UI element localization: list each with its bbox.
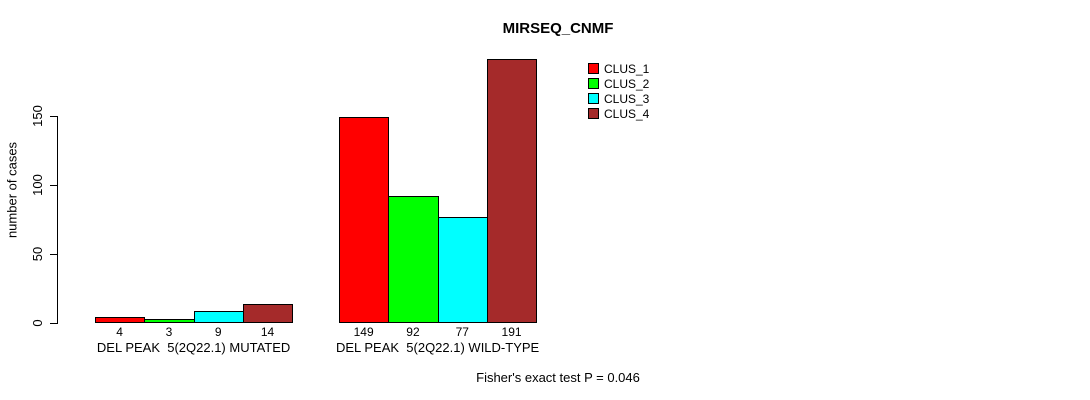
bar-value-label: 4 bbox=[116, 325, 123, 339]
bar bbox=[437, 216, 488, 323]
y-axis-tick-label: 0 bbox=[30, 319, 45, 327]
bar-value-label: 9 bbox=[214, 325, 222, 339]
bar bbox=[95, 317, 146, 323]
bar-value-label: 3 bbox=[165, 325, 173, 339]
category-label: DEL PEAK 5(2Q22.1) MUTATED bbox=[96, 340, 291, 355]
legend-swatch bbox=[588, 93, 599, 104]
bar bbox=[339, 117, 390, 323]
legend-swatch bbox=[588, 108, 599, 119]
bar-value-label: 92 bbox=[406, 325, 420, 339]
bar-value-label: 14 bbox=[260, 325, 275, 339]
legend-swatch bbox=[588, 63, 599, 74]
footer-annotation: Fisher's exact test P = 0.046 bbox=[476, 370, 640, 385]
legend-label: CLUS_1 bbox=[604, 62, 650, 76]
y-axis-tick bbox=[50, 116, 57, 117]
y-axis-tick-label: 150 bbox=[30, 105, 45, 127]
bar-value-label: 149 bbox=[353, 325, 374, 339]
legend-label: CLUS_4 bbox=[604, 107, 650, 121]
bar bbox=[144, 318, 195, 323]
bar-value-label: 77 bbox=[455, 325, 469, 339]
y-axis-tick-label: 100 bbox=[30, 174, 45, 196]
y-axis-tick-label: 50 bbox=[30, 246, 45, 262]
y-axis-tick bbox=[50, 254, 57, 255]
bar bbox=[388, 196, 439, 323]
legend-swatch bbox=[588, 78, 599, 89]
category-label: DEL PEAK 5(2Q22.1) WILD-TYPE bbox=[335, 340, 540, 355]
y-axis-tick bbox=[50, 323, 57, 324]
y-axis-tick bbox=[50, 185, 57, 186]
bar bbox=[242, 303, 294, 323]
legend-label: CLUS_3 bbox=[604, 92, 650, 106]
bar-value-label: 191 bbox=[501, 325, 522, 339]
bar bbox=[193, 310, 244, 323]
y-axis-line bbox=[57, 116, 58, 324]
legend-label: CLUS_2 bbox=[604, 77, 650, 91]
bar bbox=[486, 59, 538, 323]
plot-title: MIRSEQ_CNMF bbox=[502, 20, 614, 37]
